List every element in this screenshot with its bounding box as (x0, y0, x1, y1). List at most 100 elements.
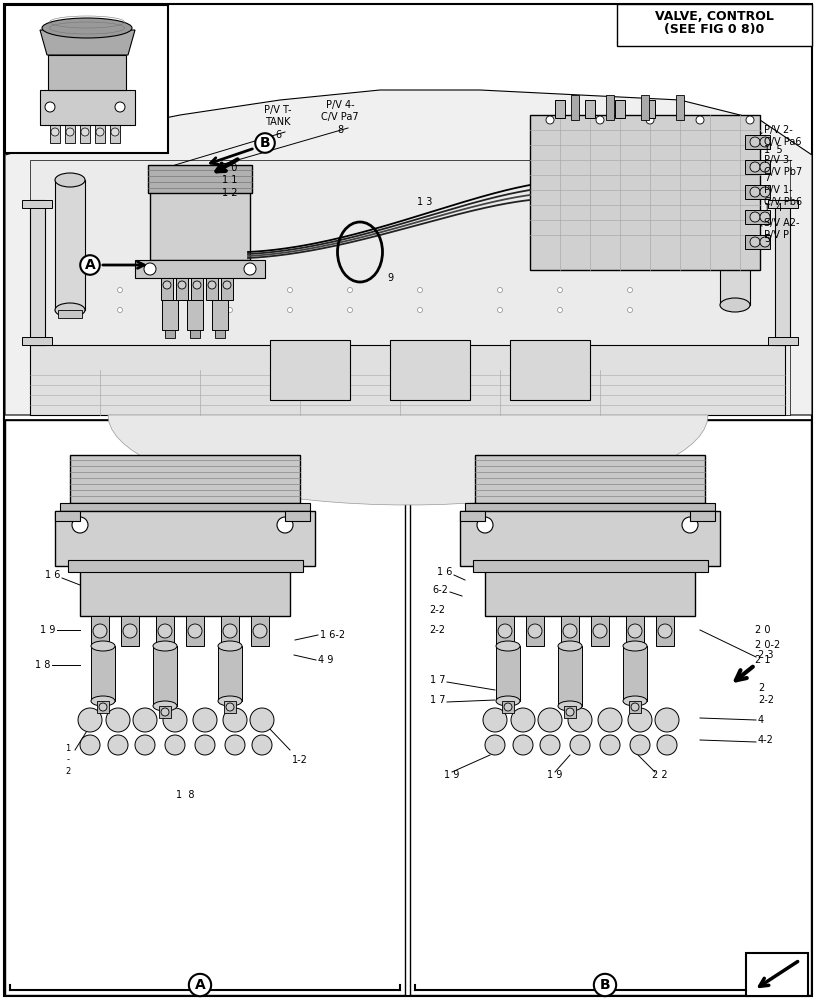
Bar (121, 616, 139, 646)
Text: 1
-
2: 1 - 2 (65, 744, 71, 776)
Circle shape (277, 517, 293, 533)
Bar (190, 330, 200, 338)
Text: 2 0-2: 2 0-2 (755, 640, 780, 650)
Text: 2: 2 (758, 683, 765, 693)
Bar (285, 511, 310, 521)
Circle shape (223, 624, 237, 638)
Bar (745, 235, 770, 249)
Circle shape (111, 128, 119, 136)
Ellipse shape (496, 696, 520, 706)
Text: 1 7: 1 7 (429, 675, 445, 685)
Bar (58, 310, 82, 318)
Circle shape (45, 102, 55, 112)
Text: 5: 5 (764, 234, 770, 244)
Text: 1 9: 1 9 (40, 625, 55, 635)
Circle shape (600, 735, 620, 755)
Circle shape (178, 281, 186, 289)
Text: P/V 1-
C/V Pb6: P/V 1- C/V Pb6 (764, 185, 802, 207)
Bar (645, 100, 655, 118)
Circle shape (630, 735, 650, 755)
Bar (502, 701, 514, 713)
Bar (48, 55, 126, 90)
Circle shape (628, 288, 632, 292)
Text: B: B (600, 978, 610, 992)
Circle shape (223, 708, 247, 732)
Text: 1  4: 1 4 (764, 203, 783, 213)
Circle shape (78, 708, 102, 732)
Circle shape (760, 187, 770, 197)
Bar (746, 953, 808, 996)
Circle shape (750, 212, 760, 222)
Bar (22, 200, 52, 208)
Circle shape (244, 263, 256, 275)
Circle shape (193, 708, 217, 732)
Circle shape (628, 308, 632, 312)
Bar (161, 278, 173, 300)
Ellipse shape (91, 696, 115, 706)
Bar (410, 420, 811, 995)
Text: 2-2: 2-2 (429, 605, 445, 615)
Bar (745, 160, 770, 174)
Bar (30, 345, 785, 415)
Ellipse shape (496, 641, 520, 651)
Bar (623, 646, 647, 701)
Circle shape (133, 708, 157, 732)
Text: S/V A2-
P/V P: S/V A2- P/V P (764, 218, 800, 240)
Bar (50, 125, 60, 143)
Bar (465, 503, 715, 511)
Circle shape (223, 281, 231, 289)
Circle shape (250, 708, 274, 732)
Circle shape (165, 735, 185, 755)
Bar (159, 706, 171, 718)
Bar (187, 300, 203, 330)
Polygon shape (5, 90, 812, 415)
Circle shape (593, 624, 607, 638)
Circle shape (682, 517, 698, 533)
Circle shape (750, 187, 760, 197)
Bar (5, 5, 168, 153)
Bar (745, 135, 770, 149)
Bar (153, 646, 177, 706)
Polygon shape (108, 415, 708, 505)
Text: VALVE, CONTROL: VALVE, CONTROL (654, 9, 774, 22)
Bar (745, 185, 770, 199)
Ellipse shape (55, 303, 85, 317)
Circle shape (760, 137, 770, 147)
Circle shape (483, 708, 507, 732)
Text: 7: 7 (764, 173, 770, 183)
Circle shape (504, 703, 512, 711)
Circle shape (511, 708, 535, 732)
Bar (656, 616, 674, 646)
Circle shape (193, 281, 201, 289)
Circle shape (598, 708, 622, 732)
Text: 1  8: 1 8 (175, 790, 194, 800)
Circle shape (477, 517, 493, 533)
Bar (690, 511, 715, 521)
Bar (55, 180, 85, 310)
Circle shape (81, 128, 89, 136)
Circle shape (188, 624, 202, 638)
Bar (626, 616, 644, 646)
Bar (390, 340, 470, 400)
Circle shape (513, 735, 533, 755)
Text: 2 0: 2 0 (755, 625, 770, 635)
Circle shape (158, 624, 172, 638)
Ellipse shape (623, 696, 647, 706)
Circle shape (163, 708, 187, 732)
Text: 1  5: 1 5 (764, 145, 783, 155)
Bar (768, 337, 798, 345)
Circle shape (566, 708, 574, 716)
Text: 2 2: 2 2 (652, 770, 667, 780)
Bar (218, 646, 242, 701)
Text: 4 9: 4 9 (318, 655, 334, 665)
Circle shape (106, 708, 130, 732)
Text: 1 9: 1 9 (445, 770, 459, 780)
Circle shape (498, 624, 512, 638)
Bar (80, 566, 290, 616)
Circle shape (418, 288, 423, 292)
Bar (629, 701, 641, 713)
Circle shape (287, 308, 292, 312)
Polygon shape (30, 160, 790, 415)
Text: 1 7: 1 7 (429, 695, 445, 705)
Circle shape (93, 624, 107, 638)
